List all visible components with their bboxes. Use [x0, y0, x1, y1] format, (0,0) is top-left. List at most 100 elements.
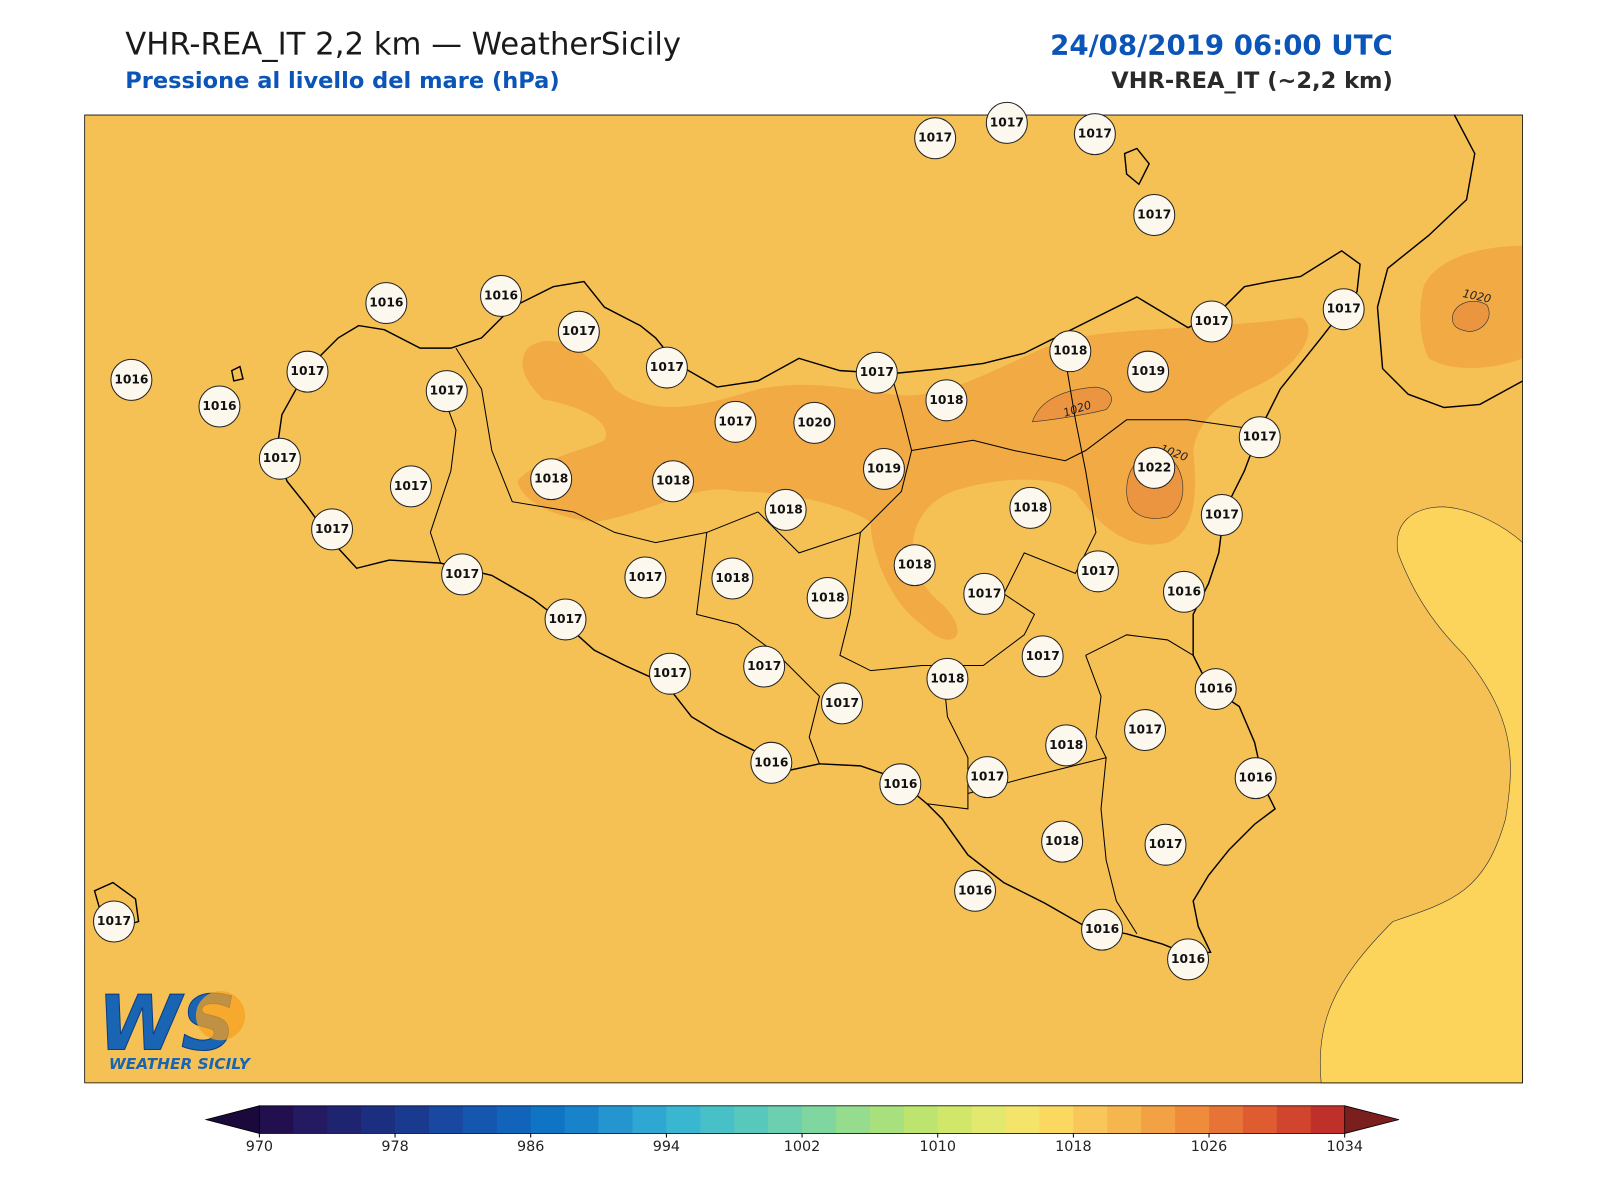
station-value: 1017 [1243, 430, 1277, 444]
colorbar-swatch [327, 1105, 362, 1134]
station-marker [855, 351, 898, 394]
colorbar-swatch [971, 1105, 1007, 1134]
station-value: 1017 [548, 612, 582, 626]
colorbar-swatch [835, 1105, 871, 1134]
station-marker [530, 458, 573, 501]
colorbar-swatch [598, 1105, 633, 1134]
colorbar-swatch [700, 1105, 735, 1134]
station-marker [1322, 288, 1365, 331]
station-marker [93, 900, 135, 943]
province-border [757, 373, 913, 554]
station-marker [1234, 757, 1277, 800]
station-value: 1020 [797, 415, 831, 429]
station-value: 1016 [1085, 922, 1119, 936]
station-value: 1018 [1045, 834, 1079, 848]
station-marker [648, 652, 691, 695]
station-marker [764, 488, 807, 531]
station-marker [1045, 724, 1088, 767]
station-value: 1017 [1128, 723, 1162, 737]
colorbar-swatch [530, 1105, 566, 1134]
station-marker [645, 346, 688, 389]
station-marker [914, 117, 957, 160]
station-marker [711, 557, 754, 600]
station-value: 1017 [1081, 564, 1115, 578]
station-marker [1076, 550, 1119, 593]
coastline [1376, 114, 1523, 409]
contour-label: 1020 [1462, 287, 1493, 306]
station-value: 1017 [860, 365, 894, 379]
station-value: 1018 [811, 590, 845, 604]
colorbar-tick-label: 978 [381, 1139, 408, 1155]
stations: 1017 1017 1017 1017 1016 1016 1017 1017 1017 1018… [93, 101, 1365, 981]
station-marker [198, 385, 241, 428]
station-value: 1017 [1148, 837, 1182, 851]
station-value: 1017 [990, 115, 1024, 129]
station-value: 1017 [1078, 127, 1112, 141]
station-value: 1017 [970, 770, 1004, 784]
station-marker [1133, 446, 1176, 489]
province-border [1085, 634, 1194, 656]
station-value: 1016 [114, 372, 148, 386]
station-marker [879, 763, 922, 806]
province-border [455, 347, 759, 544]
station-marker [1162, 570, 1205, 613]
province-border [967, 757, 1138, 935]
station-value: 1018 [1049, 738, 1083, 752]
station-marker [963, 572, 1006, 615]
station-marker [1041, 820, 1084, 863]
colorbar-swatch [259, 1105, 294, 1134]
station-value: 1017 [650, 360, 684, 374]
colorbar-swatch [1175, 1105, 1210, 1134]
colorbar-swatch [869, 1105, 905, 1134]
colorbar-swatch [1141, 1105, 1176, 1134]
colorbar-tick-label: 1018 [1055, 1139, 1091, 1155]
station-marker [893, 544, 936, 587]
province-border [839, 358, 1097, 672]
colorbar-swatch [768, 1105, 803, 1134]
colorbar-tick-label: 986 [517, 1139, 544, 1155]
station-marker [425, 370, 468, 413]
station-marker [750, 741, 793, 784]
station-value: 1016 [1239, 771, 1273, 785]
subtitle: Pressione al livello del mare (hPa) [125, 68, 559, 94]
island [1123, 147, 1150, 186]
logo-text: WEATHER SICILY [109, 1055, 252, 1073]
station-value: 1017 [430, 384, 464, 398]
station-marker [286, 350, 329, 393]
station-value: 1017 [628, 570, 662, 584]
station-marker [557, 310, 600, 353]
station-value: 1016 [484, 288, 518, 302]
station-marker [806, 576, 849, 619]
station-marker [1167, 938, 1210, 981]
colorbar-tick-label: 1026 [1191, 1139, 1227, 1155]
station-marker [624, 556, 667, 599]
colorbar-swatch [462, 1105, 498, 1134]
colorbar-swatch [802, 1105, 837, 1134]
station-marker [1238, 416, 1281, 459]
colorbar-swatch [903, 1105, 939, 1134]
station-marker [1021, 635, 1064, 678]
colorbar-swatch [734, 1105, 769, 1134]
station-value: 1017 [290, 364, 324, 378]
station-marker [1127, 350, 1170, 393]
colorbar-tick-label: 994 [653, 1139, 680, 1155]
colorbar-swatch [361, 1105, 396, 1134]
station-value: 1018 [930, 671, 964, 685]
station-marker [926, 657, 969, 700]
colorbar-swatch [1039, 1105, 1074, 1134]
station-marker [1190, 300, 1233, 343]
station-marker [820, 682, 863, 725]
station-value: 1016 [958, 883, 992, 897]
province-border [1085, 655, 1107, 758]
colorbar-swatch [1073, 1105, 1108, 1134]
station-value: 1018 [929, 393, 963, 407]
station-marker [1073, 113, 1116, 156]
station-marker [365, 282, 408, 325]
colorbar-under [204, 1105, 260, 1134]
station-value: 1017 [747, 659, 781, 673]
colorbar-swatch [1242, 1105, 1278, 1134]
station-marker [1081, 908, 1124, 951]
station-value: 1016 [369, 296, 403, 310]
